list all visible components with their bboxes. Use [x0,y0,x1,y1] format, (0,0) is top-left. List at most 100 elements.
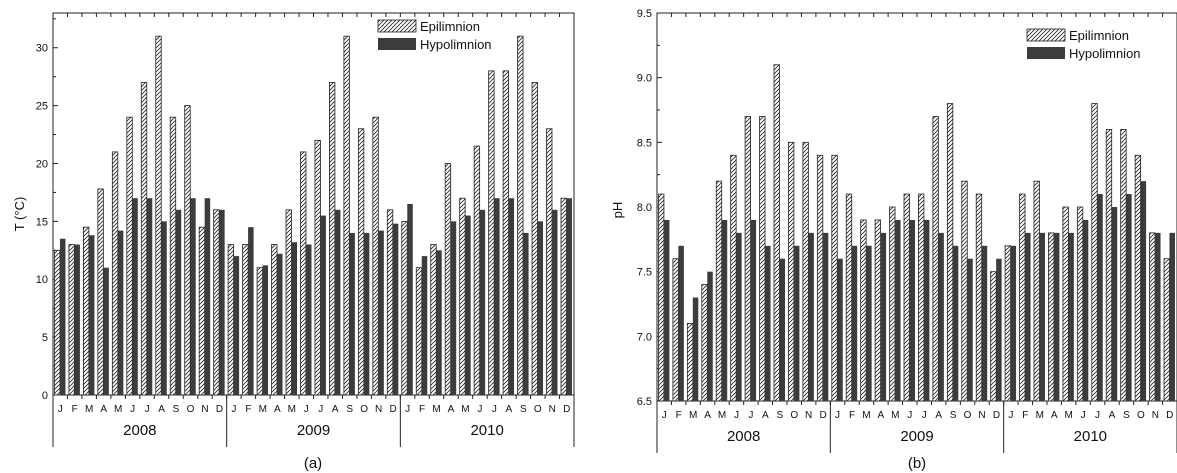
y-tick-label: 7.5 [637,267,652,279]
bar-epilimnion [816,154,824,402]
month-label: M [1064,410,1072,421]
bar-epilimnion [242,244,249,396]
bar-hypolimnion [923,219,930,401]
bar-hypolimnion [523,232,529,395]
month-label: S [520,404,527,415]
month-label: A [704,410,711,421]
month-label: N [201,404,208,415]
month-label: M [432,404,440,415]
bar-epilimnion [759,116,766,402]
month-label: D [819,410,826,421]
bar-epilimnion [1004,245,1011,402]
bar-epilimnion [946,103,954,402]
bar-epilimnion [1091,103,1098,402]
bar-epilimnion [68,244,75,396]
bar-epilimnion [227,244,235,396]
bar-hypolimnion [117,230,124,395]
bar-hypolimnion [146,198,153,395]
bar-hypolimnion [219,209,225,395]
bar-hypolimnion [161,221,167,395]
bar-epilimnion [560,197,567,396]
bar-hypolimnion [721,219,728,401]
y-tick-label: 9.0 [637,73,652,85]
bar-hypolimnion [537,221,544,395]
bar-hypolimnion [1025,232,1031,401]
bar-hypolimnion [909,219,915,401]
bar-hypolimnion [851,245,858,401]
y-tick-label: 30 [36,43,48,55]
bar-epilimnion [715,180,723,402]
bar-epilimnion [285,209,292,396]
bar-epilimnion [140,82,148,396]
bar-epilimnion [82,226,90,396]
month-label: J [58,404,63,415]
month-label: S [1123,410,1130,421]
bar-hypolimnion [1111,207,1118,401]
bar-hypolimnion [996,258,1002,401]
month-label: J [748,410,753,421]
bar-hypolimnion [707,271,713,401]
month-label: O [187,404,195,415]
month-label: O [790,410,798,421]
legend: Epilimnion Hypolimnion [377,19,492,52]
bar-epilimnion [773,64,780,402]
month-label: M [689,410,697,421]
bar-epilimnion [343,35,350,396]
bar-hypolimnion [1126,194,1132,401]
month-label: J [1095,410,1100,421]
bar-epilimnion [1120,128,1127,402]
bar-hypolimnion [190,198,196,395]
bar-epilimnion [256,267,263,396]
month-label: O [964,410,972,421]
bar-hypolimnion [1039,232,1045,401]
y-tick-label: 8.0 [637,202,652,214]
month-label: F [72,404,78,415]
bar-epilimnion [1062,206,1069,402]
bar-hypolimnion [938,232,944,401]
bar-epilimnion [300,151,307,396]
legend: Epilimnion Hypolimnion [1026,28,1141,61]
bar-epilimnion [889,206,896,402]
y-axis: 6.5 7.0 7.5 8.0 8.5 9.0 9.5 [637,8,1177,408]
bar-hypolimnion [1140,181,1147,401]
month-label: J [130,404,135,415]
bar-epilimnion [473,145,481,396]
bar-epilimnion [874,219,881,402]
legend-hypo-swatch [1027,47,1065,59]
bar-hypolimnion [436,250,442,395]
year-label: 2010 [1074,428,1107,445]
bar-hypolimnion [895,219,901,401]
bar-epilimnion [860,219,867,402]
year-label: 2008 [123,422,156,439]
month-label: M [85,404,93,415]
bar-epilimnion [1105,128,1113,402]
bar-epilimnion [155,35,162,396]
bar-hypolimnion [952,245,959,401]
bar-hypolimnion [378,230,384,395]
bar-epilimnion [686,322,694,402]
year-label: 2010 [470,422,503,439]
bar-epilimnion [1019,193,1026,402]
bar-hypolimnion [363,232,370,395]
month-label: D [563,404,570,415]
bar-epilimnion [975,193,983,402]
bar-hypolimnion [175,209,182,395]
bar-hypolimnion [1068,232,1074,401]
bar-hypolimnion [663,219,670,401]
bar-hypolimnion [103,267,109,395]
bar-epilimnion [730,154,737,402]
bar-hypolimnion [880,232,887,401]
bar-epilimnion [198,226,206,396]
month-label: S [173,404,180,415]
month-label: D [216,404,223,415]
month-label: A [158,404,165,415]
month-label: J [231,404,236,415]
bar-epilimnion [271,244,278,396]
bar-epilimnion [502,70,509,396]
legend-epi-label: Epilimnion [1069,28,1129,43]
y-tick-label: 15 [36,216,48,228]
bar-epilimnion [990,271,997,402]
bar-hypolimnion [74,244,80,395]
month-label: O [1137,410,1145,421]
bar-hypolimnion [392,223,399,395]
